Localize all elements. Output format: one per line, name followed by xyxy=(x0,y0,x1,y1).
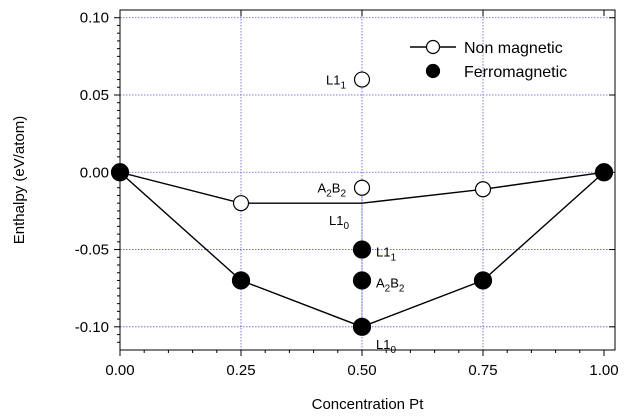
annotation-text: L1 xyxy=(326,73,340,88)
annotation-text: A xyxy=(376,275,385,290)
legend: Non magnetic Ferromagnetic xyxy=(410,39,567,81)
data-points xyxy=(110,71,614,336)
legend-label: Non magnetic xyxy=(464,40,563,57)
grid-lines xyxy=(120,10,615,350)
data-point xyxy=(352,240,372,259)
annotation-text: L1 xyxy=(376,245,390,260)
annotation-text: L1 xyxy=(329,213,343,228)
y-tick-label: 0.10 xyxy=(80,10,109,27)
data-point xyxy=(352,317,372,336)
point-annotation: A2B2 xyxy=(376,275,405,294)
annotation-text: B xyxy=(390,275,399,290)
point-annotation: L10 xyxy=(329,213,349,232)
data-point xyxy=(353,71,371,88)
x-tick-label: 1.00 xyxy=(589,362,618,379)
annotation-subscript: 2 xyxy=(399,283,405,294)
data-point xyxy=(474,181,492,198)
annotation-text: L1 xyxy=(376,337,390,352)
x-tick-label: 0.50 xyxy=(347,362,376,379)
x-axis-label: Concentration Pt xyxy=(312,396,425,413)
axis-ticks: 0.00 0.25 0.50 0.75 1.00 -0.10 -0.05 0.00 0.05 0.… xyxy=(75,10,619,379)
legend-marker xyxy=(425,39,441,55)
annotation-subscript: 2 xyxy=(340,189,346,200)
data-point xyxy=(231,271,251,290)
y-tick-label: -0.05 xyxy=(75,242,109,259)
y-tick-label: 0.05 xyxy=(80,87,109,104)
point-annotation: L11 xyxy=(326,73,346,92)
x-tick-label: 0.25 xyxy=(226,362,255,379)
plot-frame xyxy=(119,9,616,351)
y-tick-label: -0.10 xyxy=(75,319,109,336)
annotation-subscript: 2 xyxy=(385,283,391,294)
data-point xyxy=(353,179,371,196)
legend-marker xyxy=(425,63,441,79)
annotation-subscript: 0 xyxy=(343,221,349,232)
point-annotation: A2B2 xyxy=(318,181,347,200)
data-point xyxy=(473,271,493,290)
y-tick-label: 0.00 xyxy=(80,164,109,181)
annotation-text: A xyxy=(318,181,327,196)
hull-line xyxy=(119,171,605,204)
y-axis-label: Enthalpy (eV/atom) xyxy=(11,116,28,244)
data-point xyxy=(232,195,250,212)
data-point xyxy=(352,271,372,290)
annotation-subscript: 1 xyxy=(340,81,346,92)
legend-label: Ferromagnetic xyxy=(464,64,567,81)
x-tick-label: 0.00 xyxy=(105,362,134,379)
annotation-text: B xyxy=(332,181,341,196)
x-tick-label: 0.75 xyxy=(468,362,497,379)
point-annotation: L11 xyxy=(376,245,396,264)
annotation-subscript: 1 xyxy=(390,253,396,264)
annotation-subscript: 2 xyxy=(326,189,332,200)
